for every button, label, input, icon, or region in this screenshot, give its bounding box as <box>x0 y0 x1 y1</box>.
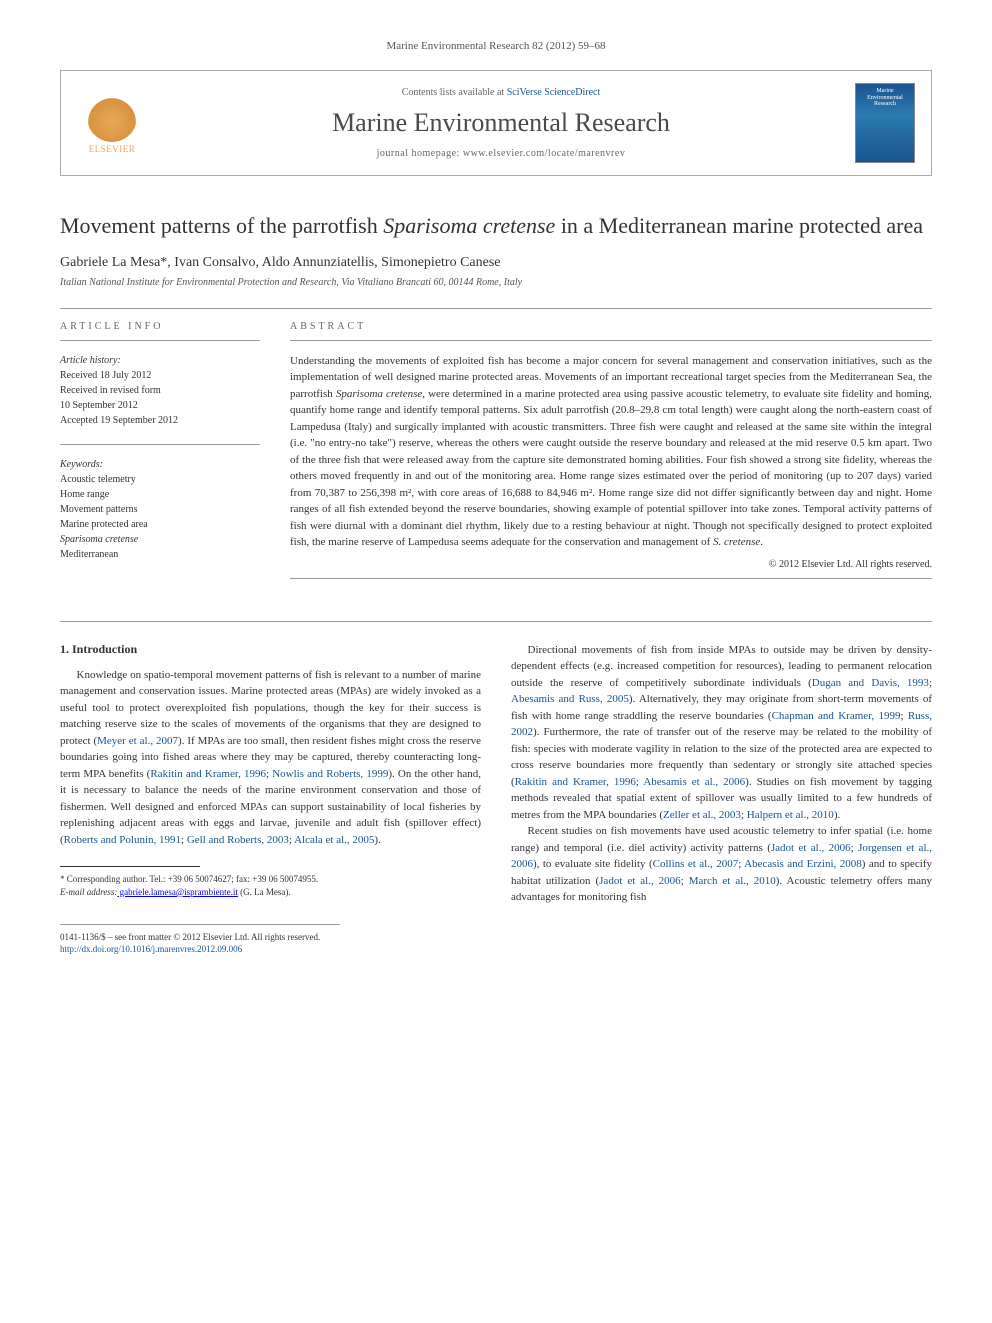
journal-homepage: journal homepage: www.elsevier.com/locat… <box>163 148 839 159</box>
fn-prefix: * Corresponding author. Tel.: <box>60 874 168 884</box>
keyword: Acoustic telemetry <box>60 472 260 487</box>
citation-link[interactable]: Roberts and Polunin, 1991 <box>64 834 181 846</box>
abstract-column: ABSTRACT Understanding the movements of … <box>290 321 932 591</box>
keyword: Home range <box>60 487 260 502</box>
article-title: Movement patterns of the parrotfish Spar… <box>60 212 932 241</box>
citation-link[interactable]: Dugan and Davis, 1993 <box>812 677 929 689</box>
t: ; <box>851 842 858 854</box>
authors: Gabriele La Mesa*, Ivan Consalvo, Aldo A… <box>60 255 932 271</box>
fn-email-label: E-mail address: <box>60 887 117 897</box>
separator <box>60 444 260 445</box>
corresponding-author-footnote: * Corresponding author. Tel.: +39 06 500… <box>60 873 481 898</box>
citation-link[interactable]: Zeller et al., 2003 <box>663 809 741 821</box>
footer-separator <box>60 924 340 925</box>
title-species: Sparisoma cretense <box>383 213 555 238</box>
citation-link[interactable]: Jadot et al., 2006 <box>771 842 851 854</box>
cover-line3: Research <box>874 101 896 108</box>
citation-link[interactable]: Rakitin and Kramer, 1996 <box>150 768 266 780</box>
history-received: Received 18 July 2012 <box>60 368 260 383</box>
abs-em2: S. cretense <box>713 536 760 548</box>
keyword: Movement patterns <box>60 502 260 517</box>
right-column: Directional movements of fish from insid… <box>511 642 932 906</box>
article-info-column: ARTICLE INFO Article history: Received 1… <box>60 321 260 591</box>
elsevier-label: ELSEVIER <box>89 144 136 154</box>
contents-available: Contents lists available at SciVerse Sci… <box>163 87 839 98</box>
title-p2: in a Mediterranean marine protected area <box>555 213 923 238</box>
title-p1: Movement patterns of the parrotfish <box>60 213 383 238</box>
fn-fax: +39 06 50074955. <box>252 874 318 884</box>
t: ). <box>374 834 380 846</box>
separator <box>290 578 932 579</box>
abs-p2: , were determined in a marine protected … <box>290 388 932 549</box>
citation-link[interactable]: Rakitin and Kramer, 1996 <box>515 776 636 788</box>
separator <box>60 340 260 341</box>
abs-em1: Sparisoma cretense <box>336 388 422 400</box>
intro-para1: Knowledge on spatio-temporal movement pa… <box>60 667 481 849</box>
t: ). <box>834 809 840 821</box>
citation-link[interactable]: Chapman and Kramer, 1999 <box>772 710 901 722</box>
homepage-url[interactable]: www.elsevier.com/locate/marenvrev <box>463 148 625 159</box>
cover-line1: Marine <box>876 88 893 95</box>
elsevier-tree-icon <box>87 92 137 142</box>
journal-cover-thumbnail[interactable]: Marine Environmental Research <box>855 83 915 163</box>
history-revised-date: 10 September 2012 <box>60 398 260 413</box>
citation-link[interactable]: Nowlis and Roberts, 1999 <box>272 768 388 780</box>
fn-tel: +39 06 50074627 <box>168 874 232 884</box>
citation-link[interactable]: Abesamis and Russ, 2005 <box>511 693 629 705</box>
abstract-copyright: © 2012 Elsevier Ltd. All rights reserved… <box>290 559 932 570</box>
journal-header: ELSEVIER Contents lists available at Sci… <box>60 70 932 176</box>
citation-link[interactable]: Gell and Roberts, 2003 <box>187 834 289 846</box>
history-accepted: Accepted 19 September 2012 <box>60 413 260 428</box>
keyword: Marine protected area <box>60 517 260 532</box>
journal-reference: Marine Environmental Research 82 (2012) … <box>60 40 932 52</box>
history-label: Article history: <box>60 353 260 368</box>
body-columns: 1. Introduction Knowledge on spatio-temp… <box>60 642 932 906</box>
keywords: Keywords: Acoustic telemetry Home range … <box>60 457 260 562</box>
citation-link[interactable]: Halpern et al., 2010 <box>747 809 834 821</box>
citation-link[interactable]: Jadot et al., 2006 <box>599 875 681 887</box>
fn-fax-prefix: ; fax: <box>231 874 252 884</box>
keyword: Sparisoma cretense <box>60 532 260 547</box>
history-revised: Received in revised form <box>60 383 260 398</box>
citation-link[interactable]: Collins et al., 2007 <box>653 858 739 870</box>
abstract-text: Understanding the movements of exploited… <box>290 353 932 551</box>
fn-suffix: (G. La Mesa). <box>238 887 291 897</box>
email-link[interactable]: gabriele.lamesa@isprambiente.it <box>117 887 238 897</box>
separator <box>290 340 932 341</box>
affiliation: Italian National Institute for Environme… <box>60 277 932 288</box>
header-center: Contents lists available at SciVerse Sci… <box>163 87 839 159</box>
sciencedirect-link[interactable]: SciVerse ScienceDirect <box>507 87 601 98</box>
t: ; <box>929 677 932 689</box>
footer: 0141-1136/$ – see front matter © 2012 El… <box>60 931 932 956</box>
info-abstract-row: ARTICLE INFO Article history: Received 1… <box>60 321 932 591</box>
separator <box>60 308 932 309</box>
contents-prefix: Contents lists available at <box>402 87 507 98</box>
left-column: 1. Introduction Knowledge on spatio-temp… <box>60 642 481 906</box>
citation-link[interactable]: March et al., 2010 <box>689 875 776 887</box>
t: ; <box>900 710 907 722</box>
article-history: Article history: Received 18 July 2012 R… <box>60 353 260 428</box>
separator <box>60 621 932 622</box>
citation-link[interactable]: Abesamis et al., 2006 <box>643 776 745 788</box>
intro-para2: Directional movements of fish from insid… <box>511 642 932 906</box>
citation-link[interactable]: Abecasis and Erzini, 2008 <box>744 858 862 870</box>
elsevier-logo[interactable]: ELSEVIER <box>77 88 147 158</box>
intro-heading: 1. Introduction <box>60 642 481 657</box>
doi-link[interactable]: http://dx.doi.org/10.1016/j.marenvres.20… <box>60 944 242 954</box>
cover-line2: Environmental <box>867 95 903 102</box>
keyword: Mediterranean <box>60 547 260 562</box>
abs-p3: . <box>760 536 763 548</box>
t: ; <box>681 875 689 887</box>
homepage-prefix: journal homepage: <box>377 148 463 159</box>
citation-link[interactable]: Alcala et al., 2005 <box>294 834 374 846</box>
keyword-species: Sparisoma cretense <box>60 534 138 545</box>
footnote-separator <box>60 866 200 867</box>
keywords-label: Keywords: <box>60 457 260 472</box>
article-info-label: ARTICLE INFO <box>60 321 260 332</box>
t: ), to evaluate site fidelity ( <box>533 858 653 870</box>
citation-link[interactable]: Meyer et al., 2007 <box>97 735 178 747</box>
abstract-label: ABSTRACT <box>290 321 932 332</box>
footer-copyright: 0141-1136/$ – see front matter © 2012 El… <box>60 931 932 944</box>
journal-title: Marine Environmental Research <box>163 108 839 138</box>
